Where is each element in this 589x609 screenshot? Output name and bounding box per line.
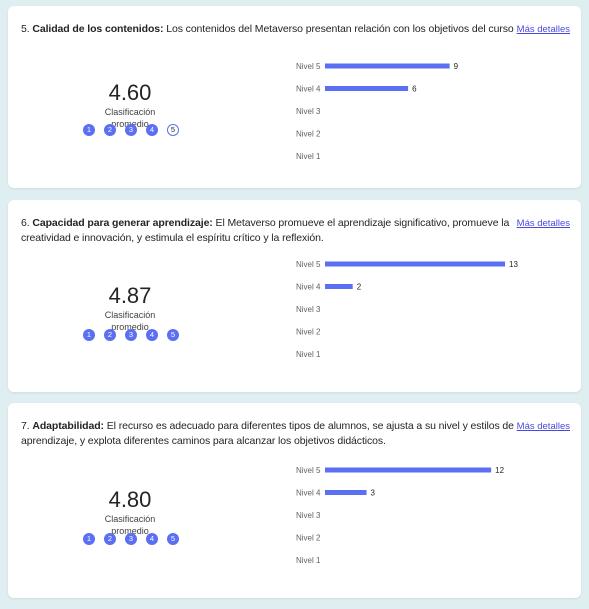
rating-dot-4: 4: [146, 329, 158, 341]
rating-dot-5: 5: [167, 533, 179, 545]
question-text: 7. Adaptabilidad: El recurso es adecuado…: [21, 419, 518, 449]
level-distribution-chart: Nivel 5 9 Nivel 4 6 Nivel 3 Nivel 2 Nivel 1: [296, 62, 459, 161]
category-label: Nivel 5: [296, 260, 321, 269]
rating-scale: 1 2 3 4 5: [83, 533, 188, 545]
rating-dot-1: 1: [83, 533, 95, 545]
rating-dot-4: 4: [146, 124, 158, 136]
rating-dot-3: 3: [125, 124, 137, 136]
question-text: 6. Capacidad para generar aprendizaje: E…: [21, 216, 518, 246]
question-title: Capacidad para generar aprendizaje:: [32, 217, 213, 229]
question-description: Los contenidos del Metaverso presentan r…: [166, 23, 514, 35]
average-label-line2: promedio: [111, 526, 149, 536]
category-label: Nivel 4: [296, 283, 321, 292]
question-description: El recurso es adecuado para diferentes t…: [21, 420, 514, 447]
question-description: El Metaverso promueve el aprendizaje sig…: [21, 217, 510, 244]
category-label: Nivel 5: [296, 62, 321, 71]
question-number: 5.: [21, 23, 30, 35]
category-label: Nivel 3: [296, 511, 321, 520]
question-card-5: 5. Calidad de los contenidos: Los conten…: [8, 6, 581, 188]
question-title: Calidad de los contenidos:: [32, 23, 164, 35]
average-label-line2: promedio: [111, 322, 149, 332]
rating-dot-2: 2: [104, 533, 116, 545]
level-bar: [325, 284, 353, 289]
rating-dot-4: 4: [146, 533, 158, 545]
category-label: Nivel 1: [296, 556, 321, 565]
average-value: 4.80: [108, 487, 152, 512]
bar-value-label: 9: [454, 62, 459, 71]
average-rating: 4.60 Clasificación promedio: [80, 80, 180, 130]
category-label: Nivel 4: [296, 85, 321, 94]
bar-value-label: 6: [412, 85, 417, 94]
question-card-7: 7. Adaptabilidad: El recurso es adecuado…: [8, 403, 581, 598]
level-bar: [325, 261, 505, 267]
rating-dot-1: 1: [83, 329, 95, 341]
category-label: Nivel 1: [296, 350, 321, 359]
average-value: 4.60: [108, 80, 152, 105]
rating-scale: 1 2 3 4 5: [83, 124, 188, 136]
category-label: Nivel 3: [296, 107, 321, 116]
rating-dot-2: 2: [104, 329, 116, 341]
category-label: Nivel 5: [296, 466, 321, 475]
average-rating: 4.80 Clasificación promedio: [80, 487, 180, 537]
more-details-link[interactable]: Más detalles: [516, 421, 570, 432]
rating-dot-5: 5: [167, 329, 179, 341]
bar-value-label: 12: [495, 466, 504, 475]
level-distribution-chart: Nivel 5 13 Nivel 4 2 Nivel 3 Nivel 2 Nivel 1: [296, 260, 518, 359]
bar-value-label: 2: [357, 283, 362, 292]
average-label-line1: Clasificación: [104, 514, 156, 524]
rating-dot-3: 3: [125, 533, 137, 545]
question-card-6: 6. Capacidad para generar aprendizaje: E…: [8, 200, 581, 392]
bar-value-label: 3: [371, 489, 376, 498]
average-value: 4.87: [108, 283, 152, 308]
question-number: 6.: [21, 217, 30, 229]
category-label: Nivel 4: [296, 489, 321, 498]
average-label-line1: Clasificación: [104, 310, 156, 320]
rating-dot-3: 3: [125, 329, 137, 341]
average-rating: 4.87 Clasificación promedio: [80, 283, 180, 333]
level-bar: [325, 63, 450, 69]
question-title: Adaptabilidad:: [32, 420, 104, 432]
category-label: Nivel 1: [296, 152, 321, 161]
level-bar: [325, 490, 367, 495]
more-details-link[interactable]: Más detalles: [516, 24, 570, 35]
rating-dot-1: 1: [83, 124, 95, 136]
category-label: Nivel 2: [296, 130, 321, 139]
level-bar: [325, 86, 409, 91]
bar-value-label: 13: [509, 260, 518, 269]
level-bar: [325, 467, 492, 473]
question-text: 5. Calidad de los contenidos: Los conten…: [21, 22, 518, 37]
category-label: Nivel 2: [296, 534, 321, 543]
question-number: 7.: [21, 420, 30, 432]
category-label: Nivel 2: [296, 328, 321, 337]
more-details-link[interactable]: Más detalles: [516, 218, 570, 229]
rating-dot-2: 2: [104, 124, 116, 136]
rating-scale: 1 2 3 4 5: [83, 329, 188, 341]
category-label: Nivel 3: [296, 305, 321, 314]
average-label-line1: Clasificación: [104, 107, 156, 117]
rating-dot-5: 5: [167, 124, 179, 136]
level-distribution-chart: Nivel 5 12 Nivel 4 3 Nivel 3 Nivel 2 Nivel 1: [296, 466, 505, 565]
